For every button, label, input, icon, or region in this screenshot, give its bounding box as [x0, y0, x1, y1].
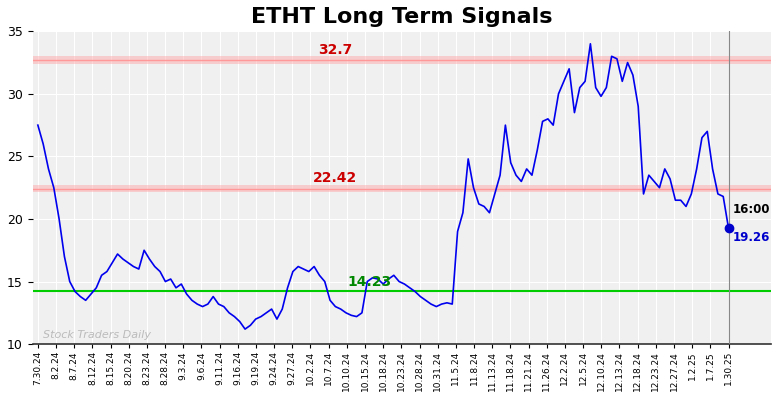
Text: Stock Traders Daily: Stock Traders Daily	[43, 330, 151, 340]
Text: 16:00: 16:00	[733, 203, 770, 216]
Text: 14.23: 14.23	[347, 275, 391, 289]
Bar	[33, 185, 771, 193]
Title: ETHT Long Term Signals: ETHT Long Term Signals	[251, 7, 553, 27]
Text: 19.26: 19.26	[733, 231, 770, 244]
Text: 22.42: 22.42	[313, 172, 357, 185]
Bar	[33, 56, 771, 64]
Text: 32.7: 32.7	[318, 43, 352, 57]
